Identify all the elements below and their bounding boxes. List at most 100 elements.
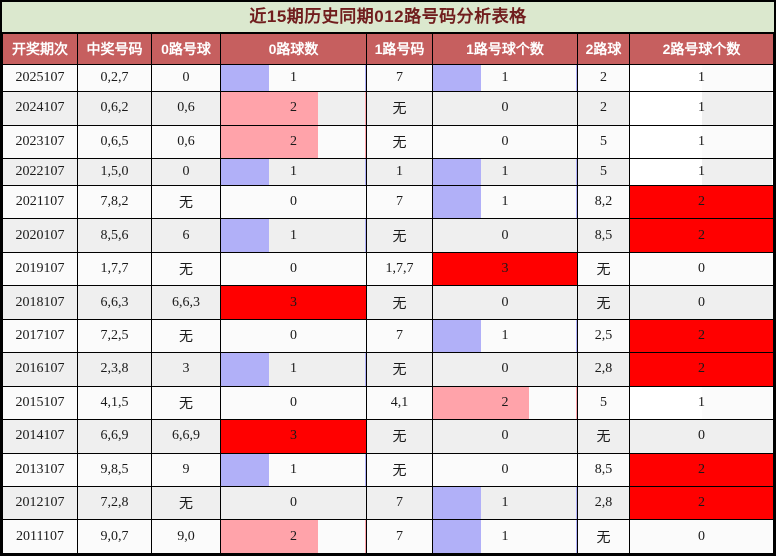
- cell-value: 8,2: [594, 194, 613, 210]
- cell-value: 0: [698, 294, 705, 310]
- cell-r1_count: 1: [432, 519, 578, 554]
- cell-value: 0: [501, 428, 509, 444]
- cell-r2_balls: 5: [577, 385, 630, 421]
- table-row: 2025107 0,2,7 0 1 7 1 2 1: [2, 63, 774, 93]
- cell-value: 7,2,8: [100, 495, 129, 511]
- cell-value: 8,5: [594, 461, 613, 477]
- cell-r1_count: 0: [432, 124, 578, 159]
- cell-value: 1: [501, 528, 509, 544]
- data-bar: [221, 454, 270, 486]
- cell-r2_balls: 2,8: [577, 352, 630, 387]
- data-bar: [630, 159, 702, 185]
- cell-value: 1: [290, 163, 297, 179]
- cell-r0_balls: 无: [151, 318, 221, 354]
- table-row: 2020107 8,5,6 6 1 无 0 8,5 2: [2, 218, 774, 253]
- cell-r2_count: 0: [629, 285, 774, 320]
- cell-r1_balls: 7: [366, 485, 433, 521]
- cell-r2_count: 2: [629, 485, 774, 521]
- cell-value: 2: [501, 394, 509, 410]
- table-row: 2019107 1,7,7 无 0 1,7,7 3 无 0: [2, 251, 774, 287]
- data-bar: [221, 65, 270, 91]
- cell-period: 2012107: [2, 485, 78, 521]
- cell-value: 2012107: [15, 495, 65, 511]
- cell-win_numbers: 0,6,5: [77, 124, 152, 159]
- cell-r2_balls: 8,2: [577, 185, 630, 220]
- cell-r0_balls: 6: [151, 218, 221, 253]
- cell-r2_count: 1: [629, 157, 774, 187]
- data-bar: [630, 126, 702, 158]
- cell-r0_count: 1: [220, 452, 367, 487]
- cell-r2_count: 0: [629, 251, 774, 287]
- cell-value: 1: [396, 163, 403, 179]
- cell-value: 7: [396, 70, 403, 86]
- cell-value: 1: [501, 495, 509, 511]
- cell-value: 2: [698, 361, 705, 377]
- cell-r1_balls: 1: [366, 157, 433, 187]
- cell-win_numbers: 0,2,7: [77, 63, 152, 93]
- cell-value: 无: [392, 229, 407, 245]
- cell-value: 5: [600, 394, 607, 410]
- data-bar: [630, 186, 773, 218]
- cell-value: 2,3,8: [100, 361, 129, 377]
- cell-period: 2023107: [2, 124, 78, 159]
- cell-value: 2: [698, 227, 705, 243]
- cell-r1_balls: 无: [366, 419, 433, 454]
- cell-value: 2011107: [16, 528, 64, 544]
- cell-period: 2017107: [2, 318, 78, 354]
- cell-value: 0,6: [177, 133, 195, 149]
- column-header-r2_balls: 2路球: [577, 33, 630, 65]
- cell-r1_balls: 无: [366, 452, 433, 487]
- cell-r2_count: 2: [629, 218, 774, 253]
- cell-value: 2: [698, 461, 705, 477]
- data-bar: [221, 286, 366, 319]
- cell-r2_balls: 无: [577, 419, 630, 454]
- cell-value: 1: [290, 461, 297, 477]
- cell-value: 0: [290, 261, 297, 277]
- cell-r2_balls: 8,5: [577, 218, 630, 253]
- cell-r0_count: 3: [220, 285, 367, 320]
- cell-win_numbers: 6,6,9: [77, 419, 152, 454]
- cell-value: 2,8: [594, 495, 613, 511]
- cell-r1_count: 0: [432, 452, 578, 487]
- cell-r2_balls: 2: [577, 63, 630, 93]
- table-row: 2011107 9,0,7 9,0 2 7 1 无 0: [2, 519, 774, 554]
- cell-value: 2022107: [15, 163, 65, 179]
- cell-r2_balls: 8,5: [577, 452, 630, 487]
- cell-value: 1: [290, 70, 297, 86]
- cell-value: 2: [698, 194, 705, 210]
- cell-value: 0: [182, 70, 190, 86]
- data-bar: [630, 353, 773, 386]
- cell-r1_count: 0: [432, 91, 578, 126]
- cell-value: 7: [396, 495, 403, 511]
- data-bar: [221, 219, 270, 252]
- cell-value: 2019107: [15, 261, 65, 277]
- cell-win_numbers: 2,3,8: [77, 352, 152, 387]
- cell-value: 0: [698, 428, 705, 444]
- cell-value: 0: [290, 495, 297, 511]
- cell-r2_balls: 无: [577, 519, 630, 554]
- cell-r2_balls: 5: [577, 124, 630, 159]
- cell-r0_count: 0: [220, 385, 367, 421]
- analysis-table: 开奖期次 中奖号码 0路号球 0路球数 1路号码 1路号球个数 2路球 2路号球个数 2025…: [2, 33, 774, 554]
- cell-value: 2021107: [15, 194, 65, 210]
- cell-r1_balls: 1,7,7: [366, 251, 433, 287]
- cell-r1_balls: 7: [366, 185, 433, 220]
- cell-value: 8,5: [594, 227, 613, 243]
- data-bar: [433, 320, 481, 352]
- cell-period: 2024107: [2, 91, 78, 126]
- column-header-r0_balls: 0路号球: [151, 33, 221, 65]
- cell-value: 1,7,7: [100, 261, 129, 277]
- cell-r0_count: 0: [220, 318, 367, 354]
- table-row: 2017107 7,2,5 无 0 7 1 2,5 2: [2, 318, 774, 354]
- table-row: 2015107 4,1,5 无 0 4,1 2 5 1: [2, 385, 774, 421]
- cell-value: 无: [392, 363, 407, 379]
- cell-value: 7,8,2: [100, 194, 129, 210]
- cell-value: 2: [290, 133, 297, 149]
- cell-r0_balls: 9,0: [151, 519, 221, 554]
- data-bar: [221, 420, 366, 453]
- cell-r2_balls: 5: [577, 157, 630, 187]
- cell-value: 无: [392, 296, 407, 312]
- cell-value: 1: [698, 133, 705, 149]
- cell-value: 无: [596, 530, 611, 546]
- cell-r0_balls: 无: [151, 385, 221, 421]
